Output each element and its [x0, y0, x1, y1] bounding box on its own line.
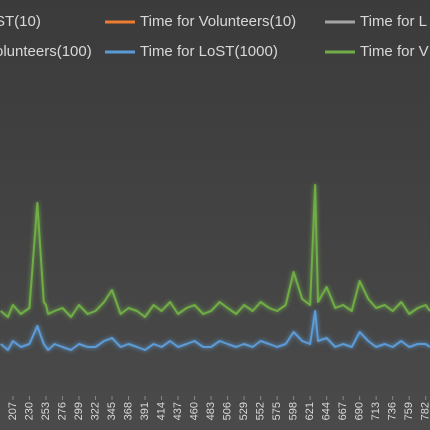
x-tick-label: 598: [288, 402, 300, 420]
x-tick-label: 253: [40, 402, 52, 420]
x-tick-label: 299: [73, 402, 85, 420]
x-tick-label: 621: [304, 402, 316, 420]
x-tick-label: 644: [321, 402, 333, 420]
x-tick-label: 713: [370, 402, 382, 420]
x-tick-label: 276: [56, 402, 68, 420]
x-tick-label: 483: [205, 402, 217, 420]
x-tick-label: 759: [403, 402, 415, 420]
legend-label: olunteers(100): [0, 43, 92, 60]
legend-label: Time for L: [360, 13, 427, 30]
series-line: [0, 184, 430, 318]
x-tick-label: 322: [89, 402, 101, 420]
x-tick-label: 529: [238, 402, 250, 420]
x-tick-label: 414: [155, 402, 167, 420]
plot-area: 207 230 253 276 299 322 345 368 391 414 437 460 483 5…: [0, 184, 430, 420]
x-tick-label: 345: [106, 402, 118, 420]
x-tick-label: 575: [271, 402, 283, 420]
x-tick-label: 506: [221, 402, 233, 420]
x-tick-label: 437: [172, 402, 184, 420]
x-tick-label: 736: [387, 402, 399, 420]
x-tick-label: 368: [122, 402, 134, 420]
legend-label: ST(10): [0, 13, 41, 30]
legend: ST(10) Time for Volunteers(10) Time for Lo…: [0, 13, 429, 60]
x-tick-label: 207: [7, 402, 19, 420]
x-tick-label: 391: [139, 402, 151, 420]
x-tick-label: 552: [254, 402, 266, 420]
x-tick-label: 782: [420, 402, 430, 420]
series-line: [0, 310, 430, 351]
legend-label: Time for V: [360, 43, 429, 60]
x-tick-label: 460: [188, 402, 200, 420]
x-tick-label: 667: [337, 402, 349, 420]
x-tick-label: 690: [354, 402, 366, 420]
legend-label: Time for Volunteers(10): [140, 13, 296, 30]
x-tick-label: 230: [23, 402, 35, 420]
legend-label: Time for LoST(1000): [140, 43, 278, 60]
